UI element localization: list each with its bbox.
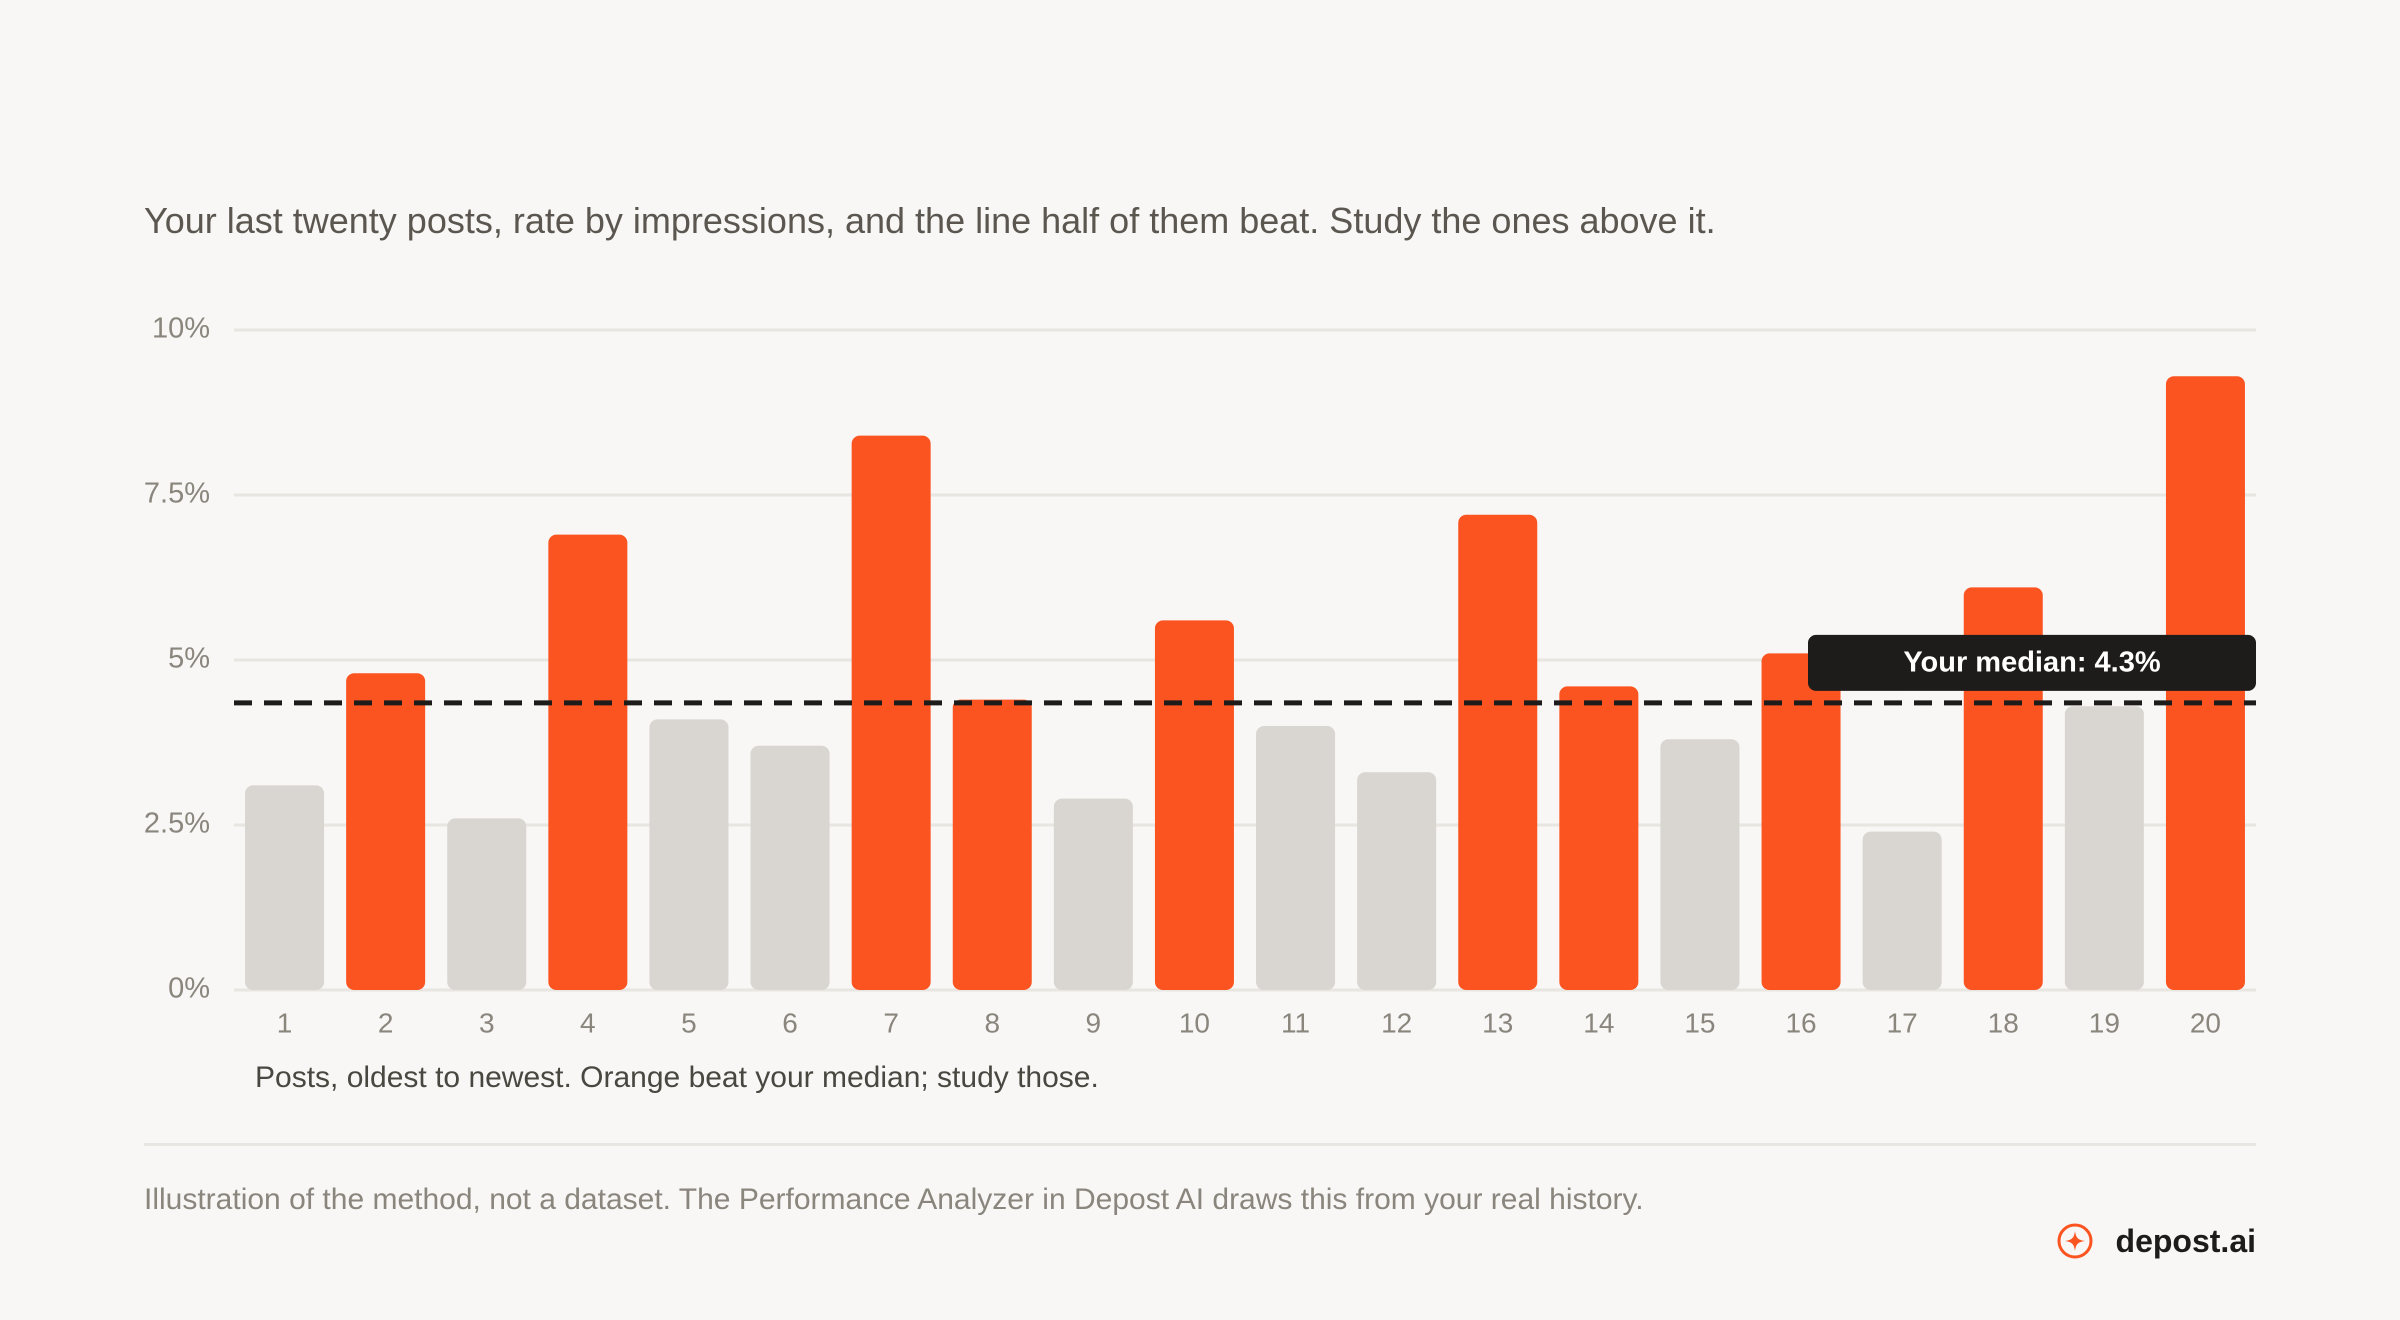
x-tick-label: 5 xyxy=(681,1007,697,1038)
sparkle-circle-icon xyxy=(2057,1223,2093,1259)
x-tick-label: 2 xyxy=(378,1007,394,1038)
x-tick-label: 7 xyxy=(883,1007,899,1038)
footer-divider xyxy=(144,1143,2256,1146)
x-tick-label: 8 xyxy=(984,1007,1000,1038)
x-tick-label: 20 xyxy=(2190,1007,2221,1038)
x-axis-caption: Posts, oldest to newest. Orange beat you… xyxy=(255,1061,1099,1094)
y-tick-label: 10% xyxy=(152,313,210,345)
bar-below-median xyxy=(1660,739,1740,990)
x-tick-label: 3 xyxy=(479,1007,495,1038)
x-tick-label: 18 xyxy=(1988,1007,2019,1038)
brand-name: depost.ai xyxy=(2115,1222,2256,1259)
bar-below-median xyxy=(1357,772,1437,990)
bar-below-median xyxy=(1862,831,1942,990)
brand-logo[interactable]: depost.ai xyxy=(2056,1222,2256,1260)
y-tick-label: 7.5% xyxy=(144,478,210,510)
bar-below-median xyxy=(649,719,729,990)
median-label-box xyxy=(1808,634,2256,691)
x-tick-label: 11 xyxy=(1281,1007,1310,1038)
x-tick-label: 15 xyxy=(1684,1007,1715,1038)
bar-above-median xyxy=(952,699,1032,990)
x-tick-label: 1 xyxy=(277,1007,293,1038)
y-tick-label: 5% xyxy=(168,643,210,675)
bar-below-median xyxy=(2064,706,2144,990)
footnote: Illustration of the method, not a datase… xyxy=(144,1183,1644,1216)
x-tick-label: 13 xyxy=(1482,1007,1513,1038)
bar-above-median xyxy=(346,673,426,990)
y-tick-label: 0% xyxy=(168,973,210,1005)
bar-below-median xyxy=(447,818,527,990)
x-tick-label: 9 xyxy=(1086,1007,1102,1038)
x-tick-label: 16 xyxy=(1785,1007,1816,1038)
x-tick-label: 14 xyxy=(1583,1007,1614,1038)
bar-below-median xyxy=(750,745,830,990)
x-tick-label: 4 xyxy=(580,1007,596,1038)
median-label: Your median: 4.3% xyxy=(1903,647,2161,679)
x-tick-label: 12 xyxy=(1381,1007,1412,1038)
x-tick-label: 19 xyxy=(2089,1007,2120,1038)
x-tick-label: 6 xyxy=(782,1007,798,1038)
bar-above-median xyxy=(548,534,628,990)
bar-above-median xyxy=(1761,653,1841,990)
bar-below-median xyxy=(1256,726,1336,990)
bar-above-median xyxy=(1559,686,1639,990)
bar-below-median xyxy=(1053,798,1133,990)
bar-above-median xyxy=(851,435,931,991)
x-tick-label: 17 xyxy=(1887,1007,1918,1038)
bar-below-median xyxy=(245,785,325,990)
y-tick-label: 2.5% xyxy=(144,808,210,840)
x-tick-label: 10 xyxy=(1179,1007,1210,1038)
bar-above-median xyxy=(1458,514,1538,990)
bar-above-median xyxy=(1154,620,1234,990)
chart-subtitle: Your last twenty posts, rate by impressi… xyxy=(144,200,1716,241)
